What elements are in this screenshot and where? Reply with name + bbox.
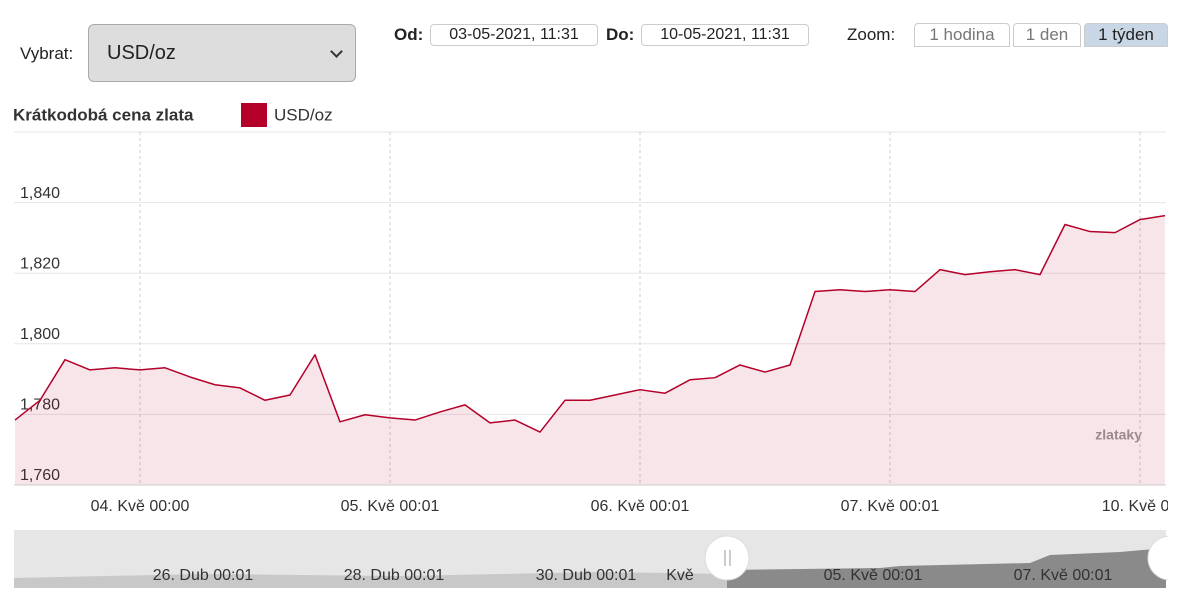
- navigator-area: [727, 548, 1166, 588]
- from-input[interactable]: 03-05-2021, 11:31: [430, 24, 598, 46]
- credits: zlataky: [1095, 427, 1142, 443]
- navigator-label: 26. Dub 00:01: [153, 567, 254, 584]
- navigator-label: 30. Dub 00:01: [536, 567, 637, 584]
- x-tick-label: 10. Kvě 09: [1102, 498, 1179, 515]
- x-tick-label: 04. Kvě 00:00: [91, 498, 190, 515]
- y-tick-label: 1,820: [20, 255, 60, 272]
- navigator-area: [14, 572, 727, 588]
- navigator: 26. Dub 00:01 28. Dub 00:01 30. Dub 00:01 K…: [14, 530, 1192, 588]
- x-tick-label: 06. Kvě 00:01: [591, 498, 690, 515]
- navigator-handle[interactable]: [704, 535, 750, 581]
- navigator-label: 07. Kvě 00:01: [1014, 567, 1113, 584]
- series-area: [15, 215, 1165, 485]
- zoom-button[interactable]: 1 týden: [1084, 23, 1168, 47]
- navigator-label: 05. Kvě 00:01: [824, 567, 923, 584]
- to-input[interactable]: 10-05-2021, 11:31: [641, 24, 809, 46]
- zoom-button[interactable]: 1 hodina: [914, 23, 1010, 47]
- from-label: Od:: [394, 25, 424, 44]
- x-tick-label: 07. Kvě 00:01: [841, 498, 940, 515]
- series-line: [14, 214, 1166, 433]
- navigator-label: Kvě: [666, 567, 694, 584]
- y-tick-label: 1,800: [20, 326, 60, 343]
- y-tick-label: 1,760: [20, 467, 60, 484]
- x-tick-label: 05. Kvě 00:01: [341, 498, 440, 515]
- navigator-label: 28. Dub 00:01: [344, 567, 445, 584]
- legend-label: USD/oz: [274, 105, 333, 124]
- zoom-label: Zoom:: [847, 25, 896, 44]
- y-tick-label: 1,780: [20, 397, 60, 414]
- currency-select[interactable]: USD/oz: [88, 24, 356, 82]
- zoom-button[interactable]: 1 den: [1013, 23, 1081, 47]
- legend-swatch: [241, 103, 267, 127]
- y-tick-label: 1,840: [20, 185, 60, 202]
- chart-title: Krátkodobá cena zlata: [13, 105, 194, 124]
- select-label: Vybrat:: [20, 44, 74, 63]
- navigator-handle[interactable]: [1147, 535, 1192, 581]
- to-label: Do:: [606, 25, 635, 44]
